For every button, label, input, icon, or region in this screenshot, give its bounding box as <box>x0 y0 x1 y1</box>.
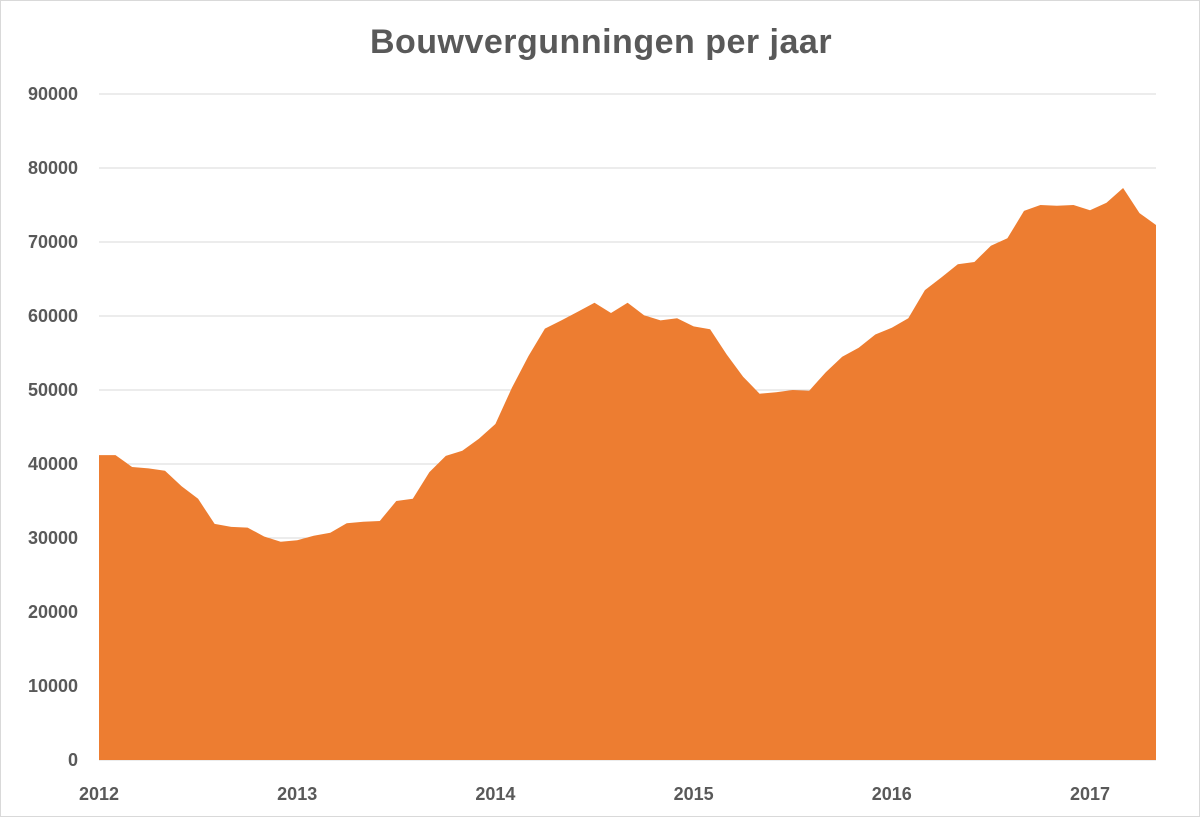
chart-title: Bouwvergunningen per jaar <box>369 23 833 61</box>
y-tick-label-60000: 60000 <box>28 306 78 326</box>
area-series <box>99 188 1156 760</box>
x-tick-label-2017: 2017 <box>1070 784 1110 804</box>
y-tick-label-70000: 70000 <box>28 232 78 252</box>
y-tick-label-90000: 90000 <box>28 84 78 104</box>
x-tick-label-2014: 2014 <box>475 784 515 804</box>
y-axis-tick-labels: 0 10000 20000 30000 40000 50000 60000 70000 8000… <box>28 84 78 770</box>
y-tick-label-80000: 80000 <box>28 158 78 178</box>
x-tick-label-2016: 2016 <box>872 784 912 804</box>
x-tick-label-2013: 2013 <box>277 784 317 804</box>
y-tick-label-30000: 30000 <box>28 528 78 548</box>
y-tick-label-10000: 10000 <box>28 676 78 696</box>
y-tick-label-20000: 20000 <box>28 602 78 622</box>
y-tick-label-0: 0 <box>68 750 78 770</box>
x-axis-tick-labels: 2012 2013 2014 2015 2016 2017 <box>79 784 1110 804</box>
area-series-0 <box>99 188 1156 760</box>
x-tick-label-2015: 2015 <box>674 784 714 804</box>
x-tick-label-2012: 2012 <box>79 784 119 804</box>
y-tick-label-50000: 50000 <box>28 380 78 400</box>
y-tick-label-40000: 40000 <box>28 454 78 474</box>
